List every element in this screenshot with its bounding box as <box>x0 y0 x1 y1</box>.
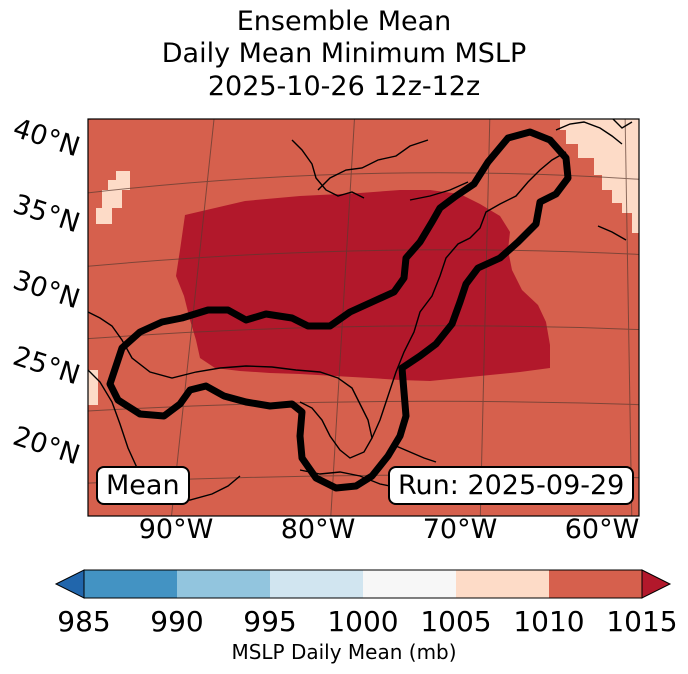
lon-label-70w: 70°W <box>422 514 498 545</box>
run-date-box: Run: 2025-09-29 <box>388 466 635 505</box>
lon-label-80w: 80°W <box>280 514 356 545</box>
colorbar-tick-1000: 1000 <box>327 605 399 638</box>
title-line-1: Ensemble Mean <box>236 6 452 37</box>
map-frame <box>87 118 640 517</box>
colorbar-bin-1005-1010 <box>456 570 549 598</box>
colorbar <box>54 569 672 599</box>
colorbar-bin-995-1000 <box>270 570 363 598</box>
colorbar-tick-990: 990 <box>150 605 204 638</box>
colorbar-extend-low <box>54 569 85 599</box>
lon-label-60w: 60°W <box>564 514 640 545</box>
title-line-3: 2025-10-26 12z-12z <box>207 71 481 102</box>
field-1005-1010-west <box>96 171 130 224</box>
colorbar-tick-995: 995 <box>243 605 297 638</box>
colorbar-tick-1005: 1005 <box>420 605 492 638</box>
colorbar-bin-1010-1015 <box>549 570 642 598</box>
field-1005-1010-east <box>560 119 639 233</box>
colorbar-tick-985: 985 <box>57 605 111 638</box>
mean-box: Mean <box>96 466 190 505</box>
colorbar-tick-1015: 1015 <box>606 605 678 638</box>
field-above-1015 <box>176 190 550 381</box>
colorbar-tick-1010: 1010 <box>513 605 585 638</box>
colorbar-bin-990-995 <box>177 570 270 598</box>
lon-label-90w: 90°W <box>138 514 214 545</box>
colorbar-extend-high <box>641 569 672 599</box>
colorbar-outline <box>83 569 643 599</box>
contour-line <box>106 128 572 492</box>
colorbar-label: MSLP Daily Mean (mb) <box>231 640 457 664</box>
colorbar-bin-985-990 <box>84 570 177 598</box>
title-line-2: Daily Mean Minimum MSLP <box>161 38 527 69</box>
colorbar-bin-1000-1005 <box>363 570 456 598</box>
field-1005-1010-southwest <box>88 370 98 405</box>
